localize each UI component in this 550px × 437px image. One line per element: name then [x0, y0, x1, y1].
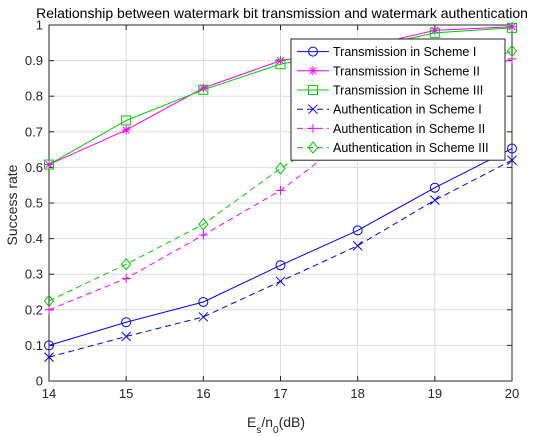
x-axis-label-main: E: [247, 414, 256, 430]
data-point: [276, 56, 285, 66]
y-tick-label: 0.4: [25, 231, 43, 246]
series-1: [44, 143, 517, 351]
x-axis-label-sub2: 0: [273, 425, 279, 436]
legend: Transmission in Scheme I Transmission in …: [290, 38, 506, 161]
x-tick-label: 17: [273, 386, 287, 401]
legend-label: Authentication in Scheme I: [333, 103, 482, 117]
legend-item: Authentication in Scheme III: [297, 141, 489, 155]
data-point: [198, 83, 208, 93]
x-axis-label-mid: /n: [261, 414, 273, 430]
data-point: [44, 159, 54, 170]
y-tick-label: 0.8: [25, 89, 43, 104]
data-point: [198, 312, 209, 322]
legend-item: Authentication in Scheme II: [297, 122, 485, 136]
legend-box: [290, 38, 506, 161]
y-tick-label: 0.5: [25, 196, 43, 211]
legend-item: Transmission in Scheme III: [297, 84, 483, 98]
series-line: [48, 27, 513, 165]
x-tick-label: 14: [42, 386, 56, 401]
data-point: [198, 218, 209, 231]
data-point: [198, 230, 208, 240]
data-point: [198, 296, 209, 307]
data-point: [507, 22, 517, 32]
y-tick-label: 0.2: [25, 302, 43, 317]
legend-label: Transmission in Scheme II: [333, 64, 480, 78]
data-point: [429, 195, 440, 206]
x-tick-label: 15: [119, 386, 133, 401]
x-axis-label: Es/n0(dB): [247, 414, 305, 436]
data-point: [275, 162, 286, 175]
data-point: [44, 352, 54, 363]
legend-label: Authentication in Scheme II: [333, 122, 485, 136]
data-point: [507, 143, 517, 154]
x-tick-label: 19: [428, 386, 442, 401]
legend-item: Transmission in Scheme II: [297, 64, 480, 78]
chart-title: Relationship between watermark bit trans…: [36, 5, 528, 21]
legend-marker: [307, 141, 319, 154]
legend-label: Transmission in Scheme III: [333, 84, 483, 98]
x-tick-label: 18: [350, 386, 364, 401]
x-axis-label-tail: (dB): [279, 414, 305, 430]
data-point: [275, 59, 286, 70]
legend-label: Authentication in Scheme III: [333, 141, 489, 155]
data-point: [275, 260, 286, 271]
legend-marker: [308, 66, 318, 76]
y-tick-label: 0.3: [25, 267, 43, 282]
legend-marker: [308, 104, 318, 115]
y-tick-label: 1: [36, 18, 43, 33]
x-axis-label-sub1: s: [256, 425, 261, 436]
y-tick-label: 0.6: [25, 160, 43, 175]
data-point: [121, 257, 132, 271]
data-point: [121, 115, 132, 126]
plot-area: 14 15 16 17 18 19 20 0 0.1 0.2 0.3 0.4 0.5 0.6 0.7 0.8 0…: [25, 18, 519, 402]
legend-marker: [308, 85, 318, 95]
data-point: [121, 331, 132, 342]
data-point: [276, 186, 285, 196]
data-point: [43, 294, 55, 308]
data-point: [198, 84, 209, 95]
legend-marker: [308, 46, 318, 57]
series-3: [44, 22, 517, 170]
data-point: [430, 25, 440, 35]
data-point: [429, 182, 440, 193]
legend-item: Transmission in Scheme I: [297, 45, 476, 59]
x-tick-label: 16: [196, 386, 210, 401]
series-line: [48, 148, 513, 346]
x-tick-label: 20: [505, 386, 519, 401]
data-point: [121, 273, 131, 283]
data-point: [506, 44, 518, 58]
series-4: [44, 155, 517, 363]
data-point: [121, 317, 132, 328]
data-point: [275, 276, 286, 287]
y-axis-label: Success rate: [4, 164, 20, 245]
data-point: [121, 125, 131, 135]
y-tick-label: 0.7: [25, 124, 43, 139]
y-tick-label: 0: [36, 374, 43, 389]
data-point: [507, 22, 517, 33]
data-point: [507, 155, 517, 166]
data-point: [352, 225, 363, 236]
data-point: [44, 340, 54, 351]
legend-label: Transmission in Scheme I: [333, 45, 476, 59]
y-tick-label: 0.9: [25, 53, 43, 68]
legend-marker: [308, 123, 318, 133]
legend-item: Authentication in Scheme I: [297, 103, 482, 117]
data-point: [429, 27, 440, 38]
y-tick-label: 0.1: [25, 338, 43, 353]
data-point: [352, 240, 363, 251]
